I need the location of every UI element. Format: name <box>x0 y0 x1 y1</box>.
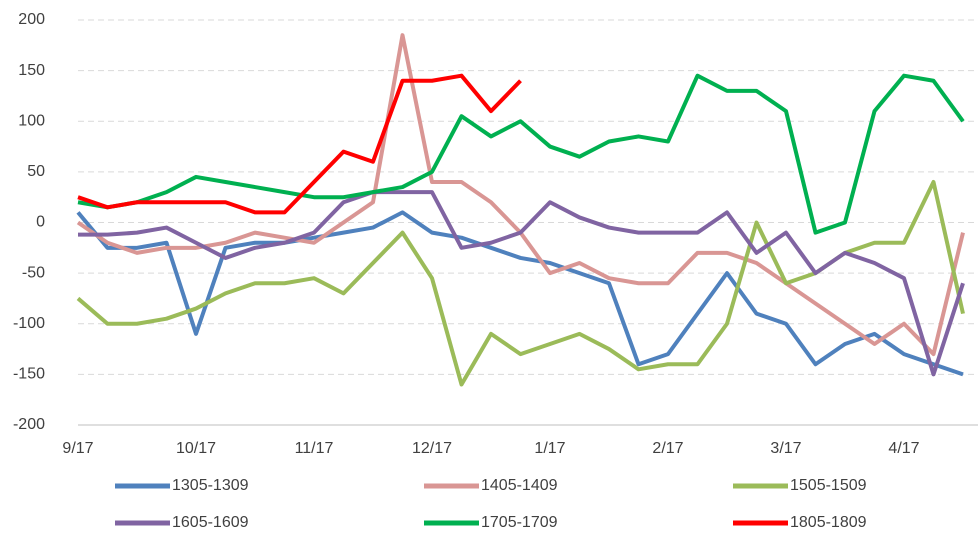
series-line <box>78 190 965 377</box>
legend-label: 1405-1409 <box>481 477 558 494</box>
y-tick-label: 0 <box>36 214 45 231</box>
legend-label: 1705-1709 <box>481 514 558 531</box>
x-tick-label: 2/17 <box>652 440 683 457</box>
legend-label: 1805-1809 <box>790 514 867 531</box>
x-tick-label: 1/17 <box>534 440 565 457</box>
legend-label: 1605-1609 <box>172 514 249 531</box>
y-tick-label: -200 <box>13 416 45 433</box>
x-tick-label: 3/17 <box>770 440 801 457</box>
series-line <box>76 210 964 377</box>
series-line <box>77 73 965 235</box>
legend-label: 1305-1309 <box>172 477 249 494</box>
y-tick-label: 200 <box>18 11 45 28</box>
y-tick-label: -100 <box>13 315 45 332</box>
x-tick-label: 9/17 <box>62 440 93 457</box>
x-tick-label: 4/17 <box>888 440 919 457</box>
legend-label: 1505-1509 <box>790 477 867 494</box>
x-tick-label: 11/17 <box>295 440 334 457</box>
x-tick-label: 12/17 <box>412 440 452 457</box>
y-tick-label: 150 <box>18 62 45 79</box>
y-tick-label: -50 <box>22 264 45 281</box>
y-tick-label: 100 <box>18 112 45 129</box>
series-line <box>77 73 522 215</box>
y-tick-label: 50 <box>27 163 45 180</box>
y-tick-label: -150 <box>13 366 45 383</box>
x-tick-label: 10/17 <box>176 440 216 457</box>
